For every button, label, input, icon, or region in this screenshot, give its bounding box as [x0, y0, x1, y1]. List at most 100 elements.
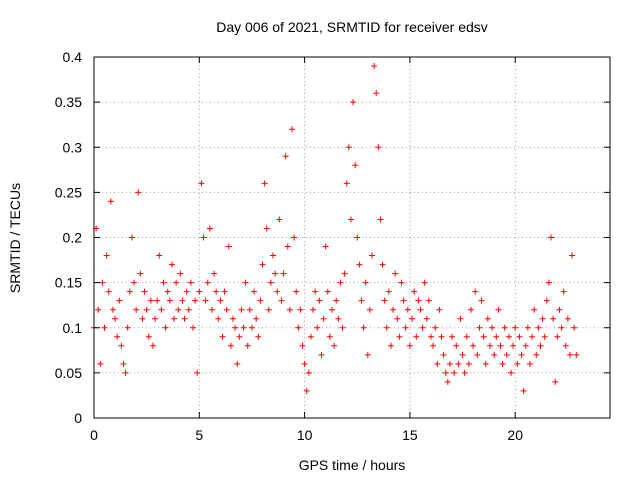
data-point [337, 279, 344, 286]
y-tick-labels: 0 0.05 0.1 0.15 0.2 0.25 0.3 0.35 0.4 [55, 49, 82, 426]
data-point [116, 297, 123, 304]
y-tick-label: 0.35 [55, 94, 82, 110]
data-point [352, 162, 359, 169]
data-point [131, 279, 138, 286]
data-point [265, 306, 272, 313]
data-point [248, 324, 255, 331]
data-point [105, 288, 112, 295]
data-point [101, 324, 108, 331]
data-point [109, 306, 116, 313]
data-point [286, 306, 293, 313]
data-point [143, 306, 150, 313]
data-point [430, 342, 437, 349]
data-point [480, 333, 487, 340]
data-point [166, 297, 173, 304]
data-point [187, 279, 194, 286]
data-point [126, 288, 133, 295]
data-point [569, 252, 576, 259]
data-point [383, 324, 390, 331]
data-point [369, 252, 376, 259]
data-point [470, 342, 477, 349]
data-point [508, 369, 515, 376]
data-point [427, 333, 434, 340]
data-point [232, 324, 239, 331]
data-point [303, 387, 310, 394]
data-point [392, 270, 399, 277]
data-point [474, 351, 481, 358]
data-point [223, 306, 230, 313]
data-point [402, 324, 409, 331]
data-point [459, 351, 466, 358]
data-point [499, 360, 506, 367]
data-point [545, 279, 552, 286]
data-point [449, 333, 456, 340]
data-point [451, 369, 458, 376]
data-point [196, 288, 203, 295]
y-tick-label: 0.25 [55, 184, 82, 200]
data-point [432, 324, 439, 331]
data-point [526, 360, 533, 367]
data-point [324, 288, 331, 295]
data-point [440, 351, 447, 358]
data-point [171, 315, 178, 322]
data-point [128, 234, 135, 241]
data-point [467, 306, 474, 313]
data-point [455, 360, 462, 367]
data-point [362, 279, 369, 286]
data-point [307, 333, 314, 340]
data-point [333, 297, 340, 304]
data-point [564, 315, 571, 322]
x-axis-label: GPS time / hours [299, 457, 406, 473]
data-point [453, 342, 460, 349]
data-point [259, 261, 266, 268]
data-point [99, 279, 106, 286]
data-point [278, 297, 285, 304]
data-point [158, 306, 165, 313]
data-point [107, 198, 114, 205]
data-point [442, 369, 449, 376]
data-point [533, 351, 540, 358]
data-point [373, 90, 380, 97]
x-tick-label: 10 [297, 427, 313, 443]
data-point [133, 306, 140, 313]
data-point [145, 333, 152, 340]
data-point [541, 333, 548, 340]
x-tick-label: 20 [507, 427, 523, 443]
data-point [160, 279, 167, 286]
data-point [335, 315, 342, 322]
data-point [478, 297, 485, 304]
data-point [299, 342, 306, 349]
data-point [411, 288, 418, 295]
data-point [183, 288, 190, 295]
data-point [202, 297, 209, 304]
data-point [162, 324, 169, 331]
data-point [385, 288, 392, 295]
y-axis-label: SRMTID / TECUs [7, 183, 23, 293]
data-point [404, 306, 411, 313]
data-point [472, 288, 479, 295]
data-point [204, 279, 211, 286]
data-point [234, 360, 241, 367]
data-point [566, 351, 573, 358]
data-point [343, 180, 350, 187]
data-point [406, 342, 413, 349]
data-point [486, 342, 493, 349]
data-point [95, 306, 102, 313]
data-point [297, 306, 304, 313]
x-tick-label: 5 [195, 427, 203, 443]
data-point [236, 333, 243, 340]
data-point [322, 243, 329, 250]
data-point [537, 342, 544, 349]
data-point [312, 288, 319, 295]
data-point [516, 333, 523, 340]
data-point [152, 315, 159, 322]
data-point [535, 324, 542, 331]
data-point [301, 360, 308, 367]
data-point [326, 333, 333, 340]
data-point [552, 378, 559, 385]
data-point [375, 144, 382, 151]
data-point [413, 333, 420, 340]
data-point [409, 315, 416, 322]
data-point [208, 306, 215, 313]
